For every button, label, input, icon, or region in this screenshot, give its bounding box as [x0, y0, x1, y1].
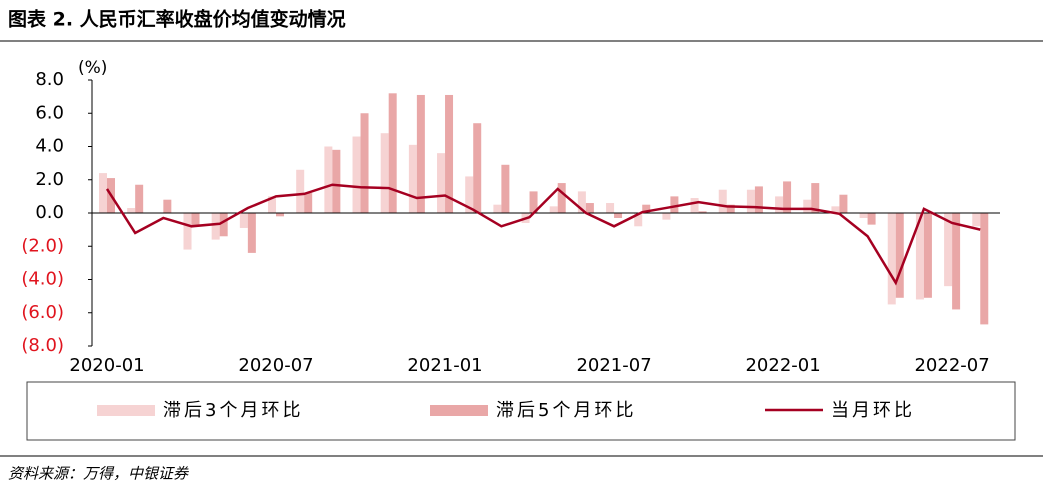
bar: [219, 213, 228, 237]
bar: [360, 113, 369, 213]
bar: [437, 153, 446, 213]
bar: [163, 199, 172, 213]
bar: [726, 204, 735, 213]
x-tick-label: 2022-07: [914, 355, 989, 376]
bar: [352, 136, 361, 213]
bar: [811, 183, 820, 213]
legend-box: [26, 381, 1016, 441]
bar: [980, 213, 989, 325]
bar: [670, 196, 679, 213]
y-tick-label: 4.0: [35, 136, 64, 157]
bar: [662, 213, 671, 220]
legend-label: 滞后5个月环比: [496, 400, 636, 421]
bar: [746, 189, 755, 213]
y-tick-label: (4.0): [21, 269, 64, 290]
bar: [944, 213, 953, 287]
bar: [183, 213, 192, 250]
bar: [296, 169, 305, 213]
bar: [775, 196, 784, 213]
bar: [634, 213, 643, 227]
bar: [887, 213, 896, 305]
bar: [698, 211, 707, 213]
bar: [803, 199, 812, 213]
bar: [135, 184, 144, 213]
bar: [895, 213, 904, 298]
bar: [99, 173, 107, 213]
bar: [211, 213, 220, 240]
bar: [577, 191, 586, 213]
bar: [952, 213, 961, 310]
bar: [473, 123, 482, 213]
bar: [859, 213, 868, 218]
bar: [380, 133, 389, 213]
bar: [493, 204, 502, 213]
legend-swatch: [430, 405, 488, 416]
bar: [529, 191, 538, 213]
bar: [127, 208, 136, 213]
line: [105, 183, 981, 286]
x-tick-label: 2020-07: [238, 355, 313, 376]
y-unit: (%): [78, 58, 107, 78]
y-tick-label: (8.0): [21, 335, 64, 356]
bar: [268, 196, 277, 213]
bar: [501, 164, 510, 213]
bar: [690, 198, 699, 213]
bar: [416, 94, 425, 213]
bar: [276, 213, 285, 217]
legend-swatch: [97, 405, 155, 416]
bar: [642, 204, 651, 213]
bar: [332, 149, 341, 213]
y-tick-label: (6.0): [21, 302, 64, 323]
bar: [754, 186, 763, 213]
y-tick-label: (2.0): [21, 235, 64, 256]
bar: [867, 213, 876, 225]
bar: [614, 213, 623, 218]
bar: [388, 93, 397, 213]
bar: [324, 146, 333, 213]
bar: [831, 206, 840, 213]
legend-label: 滞后3个月环比: [163, 400, 303, 421]
bar: [465, 176, 474, 213]
bar: [839, 194, 848, 213]
bar: [239, 213, 248, 228]
bar: [972, 213, 981, 227]
bar: [445, 94, 454, 213]
bar: [247, 213, 256, 253]
bar: [923, 213, 932, 298]
y-tick-label: 2.0: [35, 169, 64, 190]
x-tick-label: 2021-01: [407, 355, 482, 376]
bar: [783, 181, 792, 213]
bar: [606, 203, 615, 213]
legend-label: 当月环比: [831, 400, 915, 421]
x-tick-label: 2020-01: [69, 355, 144, 376]
bar: [408, 144, 417, 213]
x-tick-label: 2022-01: [745, 355, 820, 376]
chart-title: 图表 2. 人民币汇率收盘价均值变动情况: [8, 8, 346, 31]
x-tick-label: 2021-07: [576, 355, 651, 376]
bar: [915, 213, 924, 300]
bar: [718, 189, 727, 213]
bar: [549, 206, 558, 213]
bar: [191, 213, 200, 227]
y-tick-label: 0.0: [35, 202, 64, 223]
y-tick-label: 6.0: [35, 102, 64, 123]
bar: [557, 183, 566, 213]
y-tick-label: 8.0: [35, 69, 64, 90]
bar: [304, 193, 313, 213]
bar: [585, 203, 594, 213]
source: 资料来源：万得，中银证券: [8, 465, 189, 483]
